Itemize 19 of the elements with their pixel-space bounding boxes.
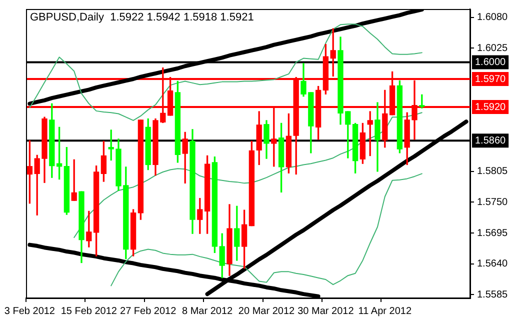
y-tick-label: 1.5585 bbox=[477, 289, 508, 300]
x-tick-label: 20 Mar 2012 bbox=[238, 306, 296, 317]
y-tick-label: 1.6025 bbox=[477, 42, 508, 54]
x-tick-label: 30 Mar 2012 bbox=[298, 306, 354, 317]
ref-line-label: 1.5970 bbox=[475, 74, 506, 85]
y-tick-label: 1.5695 bbox=[477, 228, 508, 239]
x-tick-label: 11 Apr 2012 bbox=[358, 306, 412, 317]
x-tick-label: 27 Feb 2012 bbox=[120, 306, 177, 317]
y-tick-label: 1.5805 bbox=[477, 166, 508, 178]
y-tick-label: 1.5640 bbox=[477, 258, 508, 270]
y-tick-label: 1.5750 bbox=[477, 196, 508, 208]
ref-line-label: 1.5920 bbox=[475, 102, 506, 113]
x-tick-label: 15 Feb 2012 bbox=[60, 306, 118, 317]
ref-line-label: 1.5860 bbox=[475, 135, 506, 146]
ref-line-label: 1.6000 bbox=[475, 56, 506, 68]
x-tick-label: 8 Mar 2012 bbox=[182, 306, 234, 317]
chart-title: GBPUSD,Daily 1.5922 1.5942 1.5918 1.5921 bbox=[30, 12, 254, 24]
y-tick-label: 1.6080 bbox=[477, 12, 508, 24]
x-tick-label: 3 Feb 2012 bbox=[4, 306, 56, 317]
